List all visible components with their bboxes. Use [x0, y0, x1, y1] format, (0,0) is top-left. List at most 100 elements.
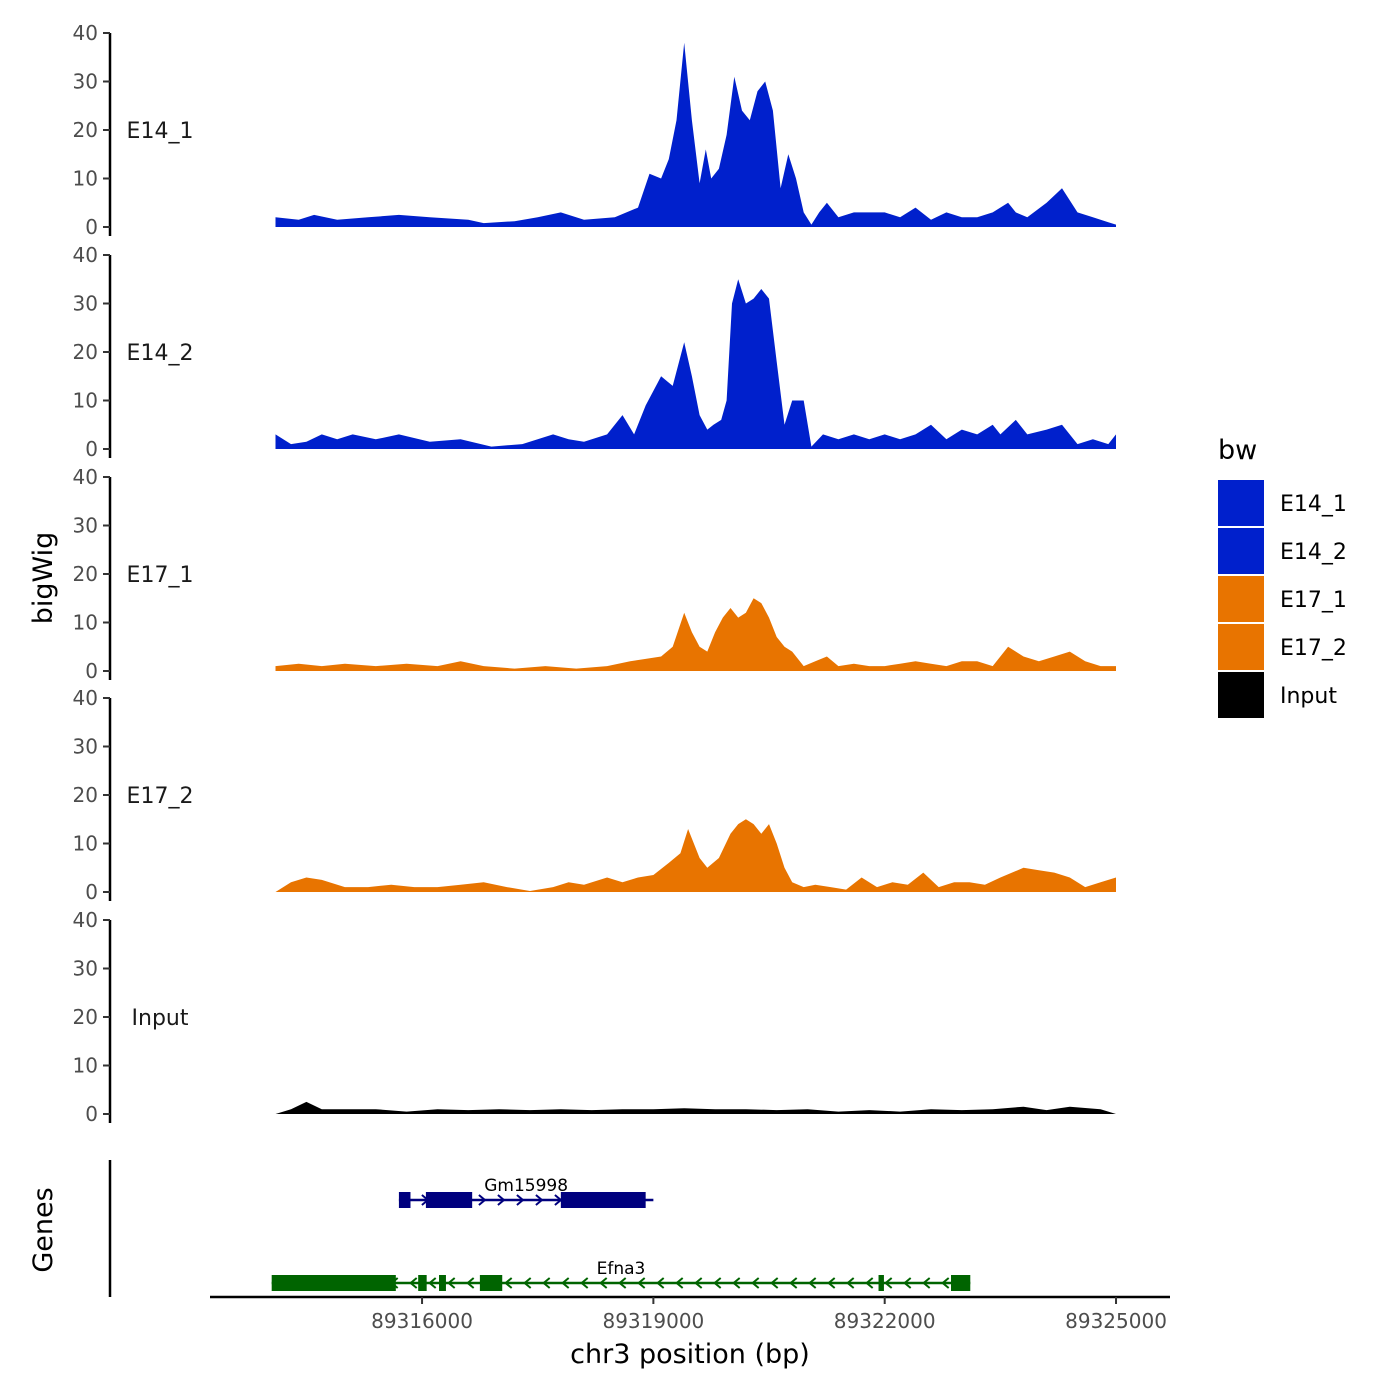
gene-label-efna3: Efna3 [597, 1259, 646, 1279]
strand-arrow [827, 1277, 836, 1289]
gene-exon [425, 1192, 473, 1208]
y-tick-label: 0 [85, 437, 98, 461]
y-tick-label: 20 [73, 340, 98, 364]
y-tick-label: 0 [85, 659, 98, 683]
legend-label-e14_1: E14_1 [1280, 492, 1347, 517]
legend-label-e14_2: E14_2 [1280, 540, 1347, 565]
panel-input: 0 10 20 30 40 Input [73, 908, 1116, 1126]
strand-arrow [903, 1277, 912, 1289]
gene-exon [271, 1275, 396, 1291]
strand-arrow [478, 1194, 487, 1206]
y-tick-label: 10 [73, 389, 98, 413]
y-tick-label: 10 [73, 1054, 98, 1078]
strand-arrow [732, 1277, 741, 1289]
panel-e14_2: 0 10 20 30 40 E14_2 [73, 243, 1116, 461]
strand-arrow [516, 1194, 525, 1206]
legend: bw E14_1 E14_2 E17_1 E17_2 Input [1218, 435, 1347, 718]
x-axis-title: chr3 position (bp) [570, 1339, 810, 1370]
gene-efna3: Efna3 [271, 1259, 971, 1291]
genes-track-title: Genes [28, 1187, 59, 1272]
panel-e14_1: 0 10 20 30 40 E14_1 [73, 21, 1116, 239]
strand-arrow [447, 1277, 456, 1289]
gene-label-gm15998: Gm15998 [484, 1176, 568, 1196]
y-tick-label: 30 [73, 957, 98, 981]
strand-arrow [561, 1277, 570, 1289]
strand-arrow [535, 1194, 544, 1206]
gene-exon [439, 1275, 446, 1291]
coverage-panels: 0 10 20 30 40 E14_1 0 10 20 30 40 E14_2 0 10 20 30 40 E17… [73, 21, 1116, 1126]
x-tick-label: 89325000 [1065, 1309, 1167, 1333]
strand-arrow [466, 1277, 475, 1289]
track-label-e14_1: E14_1 [127, 119, 194, 144]
y-tick-label: 10 [73, 611, 98, 635]
y-tick-label: 20 [73, 1005, 98, 1029]
legend-label-e17_2: E17_2 [1280, 636, 1347, 661]
strand-arrow [770, 1277, 779, 1289]
y-axis-title: bigWig [28, 532, 59, 625]
gene-exon [878, 1275, 884, 1291]
legend-key-e14_2 [1218, 528, 1264, 574]
track-label-input: Input [132, 1006, 189, 1031]
strand-arrow [428, 1277, 437, 1289]
y-tick-label: 0 [85, 215, 98, 239]
strand-arrow [656, 1277, 665, 1289]
y-tick-label: 30 [73, 292, 98, 316]
x-tick-label: 89322000 [834, 1309, 936, 1333]
y-tick-label: 40 [73, 243, 98, 267]
y-tick-label: 20 [73, 118, 98, 142]
strand-arrow [542, 1277, 551, 1289]
strand-arrow [409, 1277, 418, 1289]
y-tick-label: 40 [73, 908, 98, 932]
strand-arrow [523, 1277, 532, 1289]
strand-arrow [497, 1194, 506, 1206]
y-tick-label: 30 [73, 70, 98, 94]
gene-exon [398, 1192, 411, 1208]
y-tick-label: 40 [73, 465, 98, 489]
gene-exon [418, 1275, 427, 1291]
track-label-e17_2: E17_2 [127, 784, 194, 809]
x-tick-label: 89319000 [602, 1309, 704, 1333]
strand-arrow [789, 1277, 798, 1289]
strand-arrow [865, 1277, 874, 1289]
strand-arrow [846, 1277, 855, 1289]
strand-arrow [922, 1277, 931, 1289]
track-label-e17_1: E17_1 [127, 563, 194, 588]
y-tick-label: 0 [85, 880, 98, 904]
legend-title: bw [1218, 435, 1257, 466]
strand-arrow [580, 1277, 589, 1289]
y-tick-label: 10 [73, 832, 98, 856]
y-tick-label: 30 [73, 735, 98, 759]
coverage-area-input [275, 1101, 1116, 1114]
strand-arrow [884, 1277, 893, 1289]
strand-arrow [504, 1277, 513, 1289]
strand-arrow [713, 1277, 722, 1289]
legend-key-e17_1 [1218, 576, 1264, 622]
y-tick-label: 20 [73, 562, 98, 586]
coverage-area-e17_1 [275, 598, 1116, 671]
gene-gm15998: Gm15998 [398, 1176, 654, 1208]
y-tick-label: 20 [73, 783, 98, 807]
legend-key-input [1218, 672, 1264, 718]
panel-e17_1: 0 10 20 30 40 E17_1 [73, 465, 1116, 683]
x-tick-label: 89316000 [371, 1309, 473, 1333]
strand-arrow [599, 1277, 608, 1289]
track-label-e14_2: E14_2 [127, 341, 194, 366]
strand-arrow [751, 1277, 760, 1289]
strand-arrow [675, 1277, 684, 1289]
panel-e17_2: 0 10 20 30 40 E17_2 [73, 686, 1116, 904]
y-tick-label: 0 [85, 1102, 98, 1126]
legend-label-input: Input [1280, 684, 1337, 709]
gene-exon [560, 1192, 646, 1208]
legend-key-e14_1 [1218, 480, 1264, 526]
y-tick-label: 30 [73, 514, 98, 538]
coverage-area-e14_2 [275, 279, 1116, 449]
strand-arrow [618, 1277, 627, 1289]
genes-track: Gm15998 Efna3 [108, 1160, 971, 1297]
y-tick-label: 10 [73, 167, 98, 191]
legend-label-e17_1: E17_1 [1280, 588, 1347, 613]
coverage-area-e17_2 [275, 819, 1116, 892]
strand-arrow [694, 1277, 703, 1289]
strand-arrow [637, 1277, 646, 1289]
legend-key-e17_2 [1218, 624, 1264, 670]
